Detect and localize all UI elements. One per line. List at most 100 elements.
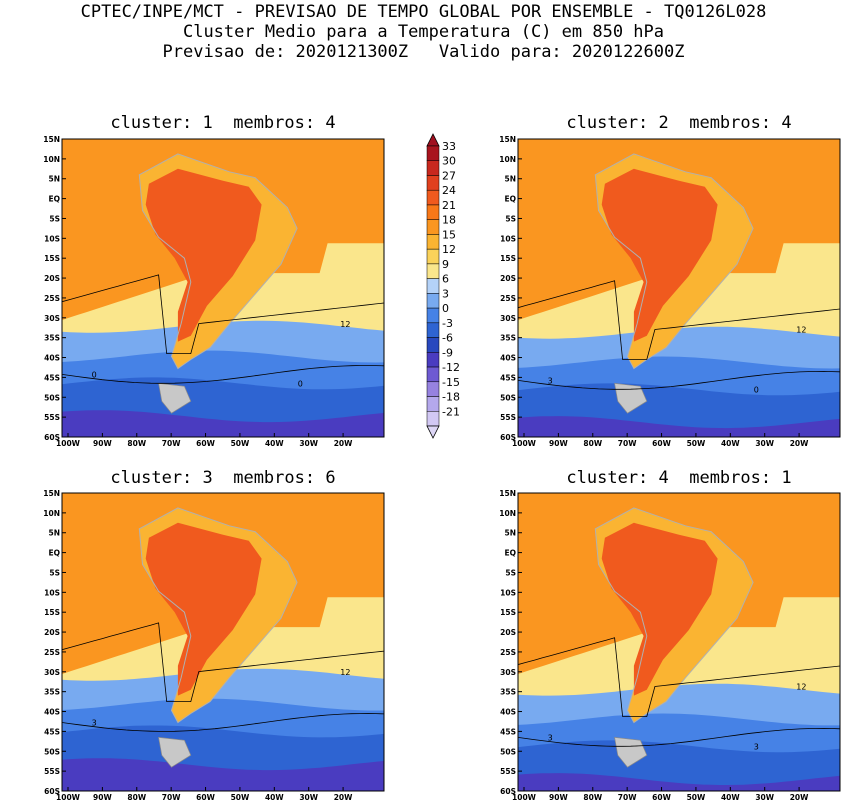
lat-label-4-13: 50S [500,747,516,756]
lat-label-4-8: 25S [500,648,516,657]
lat-label-1-3: EQ [49,195,61,204]
map-field-3 [62,493,384,791]
contour-label-12-1: 12 [340,320,350,329]
lat-label-2-1: 10N [499,155,516,164]
lat-label-4-4: 5S [505,568,516,577]
contour-cold-1 [62,365,384,384]
colorbar-swatch-14 [426,352,440,368]
lon-label-3-5: 50W [231,793,250,802]
lat-label-2-12: 45S [500,373,516,382]
contour-label-cold-1: 0 [92,370,97,379]
lon-label-2-8: 20W [790,439,809,448]
contour-label-cold2-2: 0 [754,385,759,394]
map-frame-3 [61,492,385,792]
lat-label-1-13: 50S [44,393,60,402]
lat-label-4-11: 40S [500,708,516,717]
lon-label-4-4: 60W [652,793,671,802]
field-coldest-1 [62,410,384,437]
colorbar-label-10: 3 [442,287,449,300]
contour-cold-3 [62,713,384,732]
lon-label-2-2: 80W [583,439,602,448]
lat-label-1-4: 5S [49,214,60,223]
colorbar-swatch-1 [426,160,440,176]
colorbar-label-11: 0 [442,302,449,315]
lat-label-3-8: 25S [44,648,60,657]
colorbar-label-8: 9 [442,258,449,271]
field-coldest-2 [518,416,840,437]
contour-12-3 [62,622,384,702]
lon-label-3-8: 20W [334,793,353,802]
lat-label-1-5: 10S [44,234,60,243]
map-panel-3: 12 3 15N 10N 5N EQ 5S 10S 15S 20S 25S 30S 35S 40S 45S 5… [43,489,385,802]
lat-label-3-13: 50S [44,747,60,756]
lon-label-1-3: 70W [162,439,181,448]
lon-label-4-3: 70W [618,793,637,802]
colorbar-swatch-10 [426,293,440,309]
contour-label-cold-3: 3 [92,718,97,727]
lat-label-3-7: 20S [44,628,60,637]
contour-label-12-3: 12 [340,668,350,677]
colorbar-label-2: 27 [442,169,456,182]
patagonia-2 [614,382,648,414]
lon-label-1-0: 100W [56,439,81,448]
colorbar-swatch-16 [426,381,440,397]
lat-label-3-12: 45S [44,727,60,736]
lon-label-3-6: 40W [265,793,284,802]
lon-label-1-6: 40W [265,439,284,448]
colorbar-top-arrow [426,133,440,147]
lon-label-4-5: 50W [687,793,706,802]
colorbar-label-9: 6 [442,273,449,286]
contour-cold-2 [518,370,840,390]
field-coldest-3 [62,758,384,791]
contour-label-cold2-4: 3 [754,742,759,751]
lat-label-1-9: 30S [44,314,60,323]
lat-label-2-13: 50S [500,393,516,402]
map-frame-2 [517,138,841,438]
colorbar-label-0: 33 [442,140,456,153]
colorbar-swatch-17 [426,396,440,412]
lat-label-2-15: 60S [500,433,516,442]
contour-12-2 [518,280,840,360]
field-hot-4 [601,522,718,696]
lon-label-2-1: 90W [549,439,568,448]
lon-label-3-1: 90W [93,793,112,802]
lon-label-4-1: 90W [549,793,568,802]
lon-label-4-7: 30W [755,793,774,802]
lat-label-3-0: 15N [43,489,60,498]
colorbar-swatch-9 [426,278,440,294]
colorbar-swatch-2 [426,175,440,191]
colorbar-label-12: -3 [442,317,453,330]
lat-label-2-0: 15N [499,135,516,144]
lon-label-3-7: 30W [299,793,318,802]
map-field-4 [518,493,840,791]
lat-label-3-3: EQ [49,549,61,558]
contour-cold-4 [518,727,840,747]
contour-label-12-2: 12 [796,326,806,335]
lat-label-1-1: 10N [43,155,60,164]
colorbar-swatch-15 [426,366,440,383]
header-line-3: Previsao de: 2020121300Z Valido para: 20… [162,42,685,62]
colorbar-swatch-12 [426,322,440,338]
lat-label-1-15: 60S [44,433,60,442]
lat-label-3-14: 55S [44,767,60,776]
lon-label-1-5: 50W [231,439,250,448]
patagonia-4 [614,736,648,768]
colorbar-label-15: -12 [442,361,460,374]
colorbar-label-7: 12 [442,243,456,256]
colorbar-swatch-3 [426,189,440,206]
map-panel-1: 12 0 0 15N 10N 5N EQ 5S 10S 15S 20S 25S 30S 35S 40S 45S… [43,135,385,448]
lat-label-1-0: 15N [43,135,60,144]
map-panel-4: 12 3 3 15N 10N 5N EQ 5S 10S 15S 20S 25S 30S 35S 40S 45S… [499,489,841,802]
colorbar-swatch-11 [426,307,440,324]
header-line-2: Cluster Medio para a Temperatura (C) em … [182,22,665,42]
lon-label-1-2: 80W [127,439,146,448]
lat-label-4-6: 15S [500,608,516,617]
patagonia-1 [158,382,192,414]
colorbar-swatch-0 [426,145,440,161]
lon-label-4-2: 80W [583,793,602,802]
lat-label-4-3: EQ [505,549,517,558]
lat-label-1-2: 5N [49,175,61,184]
field-hot-1 [145,168,262,342]
